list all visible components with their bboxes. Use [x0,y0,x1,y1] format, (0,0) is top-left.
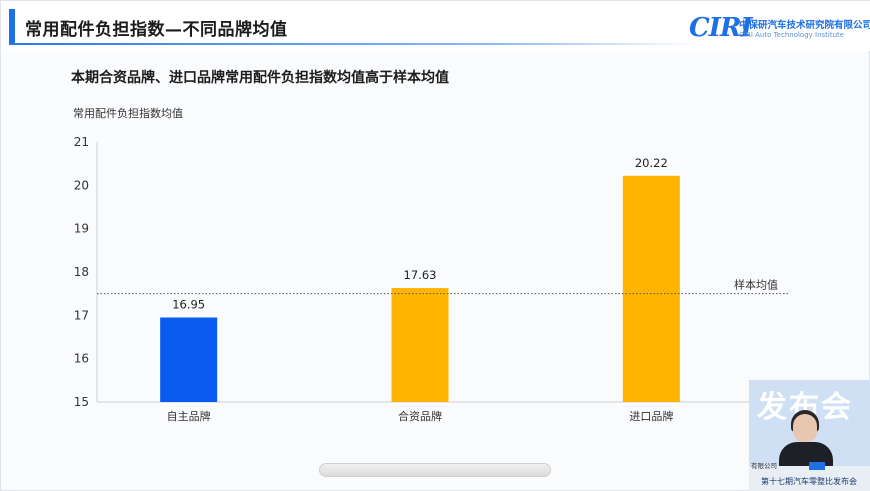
data-label: 17.63 [404,268,437,282]
y-tick-label: 16 [74,352,89,366]
bar-1[interactable] [160,317,218,403]
header-underline [9,43,699,45]
bar-3[interactable] [622,175,680,402]
logo-english-name: CIRI Auto Technology Institute [739,31,845,39]
chart-title: 本期合资品牌、进口品牌常用配件负担指数均值高于样本均值 [71,70,449,86]
page-title: 常用配件负担指数—不同品牌均值 [25,20,288,40]
x-tick-label: 合资品牌 [398,409,442,423]
y-tick-label: 15 [74,395,89,409]
presenter-head [793,414,817,442]
data-label: 20.22 [635,156,668,170]
y-tick-label: 17 [74,308,89,322]
ciri-logo: CIRI 中保研汽车技术研究院有限公司 CIRI Auto Technology… [689,11,870,45]
presenter-side-text: 有限公司 [751,462,777,470]
microphone-plate [809,462,825,470]
y-tick-label: 20 [74,178,89,192]
y-axis-label: 常用配件负担指数均值 [73,107,183,120]
reference-line-group: 样本均值 [97,278,789,295]
bar-2[interactable] [391,288,449,402]
presenter-caption: 第十七期汽车零整比发布会 [761,477,857,486]
y-tick-label: 19 [74,222,89,236]
horizontal-scrollbar[interactable] [319,463,551,477]
x-tick-label: 自主品牌 [167,409,211,423]
logo-mark: CIRI [689,13,753,43]
presenter-desk [749,466,870,491]
logo-company-name: 中保研汽车技术研究院有限公司 [739,20,870,31]
y-tick-label: 21 [74,135,89,149]
slide-header: 常用配件负担指数—不同品牌均值 CIRI 中保研汽车技术研究院有限公司 CIRI… [1,1,870,51]
data-label: 16.95 [172,298,205,312]
bar-series: 16.95 自主品牌 17.63 合资品牌 20.22 进口品牌 [160,156,680,423]
reference-line-label: 样本均值 [734,278,778,292]
x-tick-label: 进口品牌 [629,409,673,423]
presenter-video: 发布会 有限公司 第十七期汽车零整比发布会 [749,380,870,491]
header-accent-bar [9,9,15,43]
y-tick-label: 18 [74,265,89,279]
